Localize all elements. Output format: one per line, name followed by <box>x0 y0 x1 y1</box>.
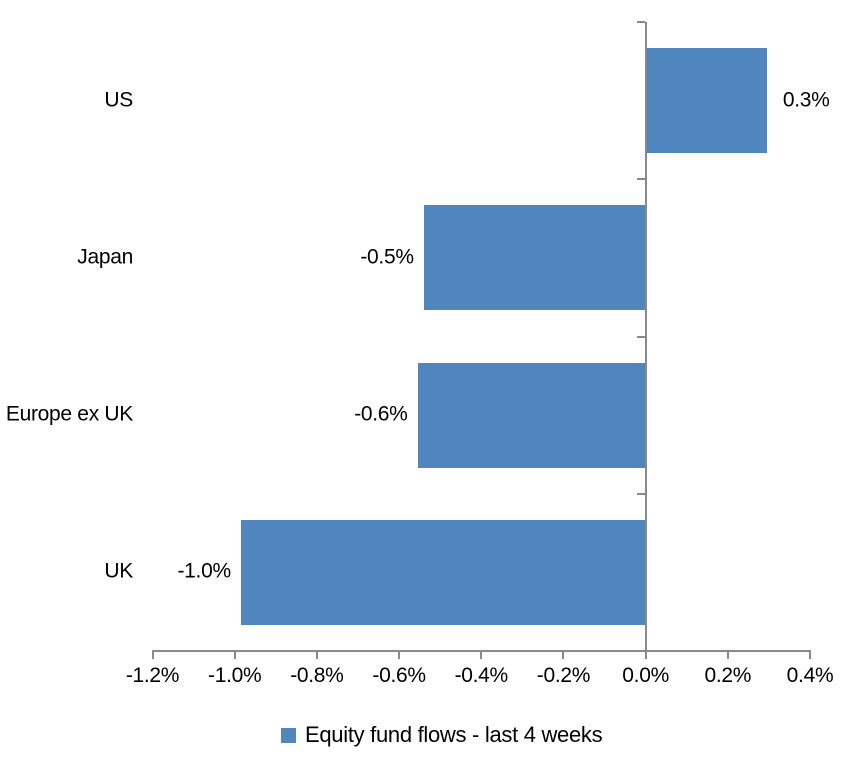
x-axis-tick-label: -0.4% <box>454 664 509 687</box>
bar-japan <box>423 205 646 311</box>
legend: Equity fund flows - last 4 weeks <box>281 722 603 748</box>
category-tick <box>636 335 645 338</box>
x-axis-tick <box>233 650 236 659</box>
x-axis-tick-label: -0.8% <box>290 664 344 687</box>
bar-us <box>645 48 767 154</box>
category-label: UK <box>104 559 133 583</box>
x-axis-tick-label: -1.2% <box>125 664 180 687</box>
bar-data-label: -0.5% <box>360 245 414 269</box>
x-axis-tick <box>480 650 483 659</box>
category-label: Europe ex UK <box>5 402 133 426</box>
category-tick <box>636 178 645 181</box>
x-axis-tick <box>151 650 154 659</box>
legend-label: Equity fund flows - last 4 weeks <box>305 722 603 747</box>
x-axis-tick <box>315 650 318 659</box>
x-axis-tick-label: -0.6% <box>372 664 426 687</box>
category-tick <box>636 492 645 495</box>
bar-data-label: -0.6% <box>354 402 408 426</box>
x-axis-tick-label: 0.2% <box>704 664 752 687</box>
bar-europe-ex-uk <box>417 362 646 468</box>
x-axis-tick <box>809 650 811 659</box>
x-axis-tick <box>398 650 401 659</box>
legend-marker-square <box>281 727 296 743</box>
x-axis-tick-label: 0.0% <box>622 664 669 687</box>
x-axis-tick <box>562 650 565 659</box>
x-axis-tick-label: -1.0% <box>208 664 262 687</box>
category-label: US <box>104 88 133 112</box>
bar-uk <box>240 519 646 625</box>
x-axis-tick <box>644 650 647 659</box>
x-axis-tick <box>726 650 729 659</box>
x-axis-tick-label: -0.2% <box>536 664 591 687</box>
category-label: Japan <box>77 245 133 269</box>
x-axis-tick-label: 0.4% <box>786 664 834 687</box>
bar-data-label: 0.3% <box>782 88 830 112</box>
zero-axis-line <box>644 22 647 651</box>
bar-data-label: -1.0% <box>177 559 231 583</box>
category-tick <box>636 21 645 23</box>
